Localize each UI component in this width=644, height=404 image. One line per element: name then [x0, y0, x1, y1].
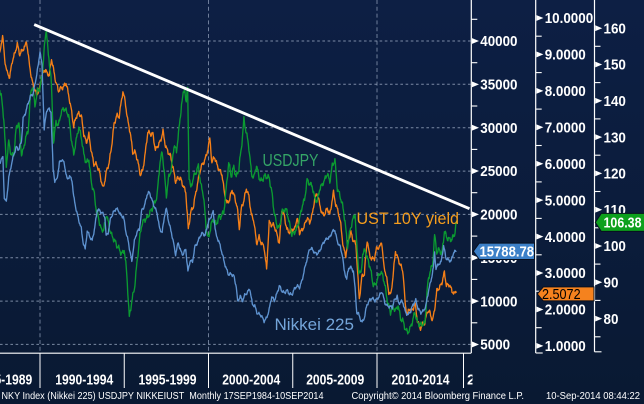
svg-text:2000-2004: 2000-2004: [222, 372, 281, 389]
svg-text:2.5072: 2.5072: [542, 287, 581, 303]
svg-text:130: 130: [604, 129, 626, 146]
svg-text:106.38: 106.38: [604, 216, 642, 232]
svg-text:UST 10Y yield: UST 10Y yield: [357, 210, 460, 228]
svg-text:2010-2014: 2010-2014: [392, 372, 451, 389]
svg-text:120: 120: [604, 166, 626, 183]
svg-text:5000: 5000: [480, 337, 510, 354]
svg-text:40000: 40000: [480, 33, 517, 50]
svg-text:1.0000: 1.0000: [545, 338, 586, 355]
svg-text:4.0000: 4.0000: [545, 229, 586, 246]
svg-text:15788.78: 15788.78: [480, 245, 535, 261]
svg-text:2: 2: [467, 372, 475, 389]
svg-text:Nikkei 225: Nikkei 225: [275, 315, 355, 334]
svg-text:30000: 30000: [480, 120, 517, 137]
svg-text:Copyright© 2014 Bloomberg Fina: Copyright© 2014 Bloomberg Finance L.P.: [352, 391, 525, 402]
svg-text:NKY Index (Nikkei 225) USDJPY: NKY Index (Nikkei 225) USDJPY NIKKEIUST …: [2, 391, 324, 402]
svg-text:100: 100: [604, 238, 626, 255]
svg-text:5.0000: 5.0000: [545, 192, 586, 209]
svg-text:6.0000: 6.0000: [545, 156, 586, 173]
svg-text:35000: 35000: [480, 77, 517, 94]
svg-text:7.0000: 7.0000: [545, 120, 586, 137]
svg-text:25000: 25000: [480, 163, 517, 180]
svg-text:8.0000: 8.0000: [545, 83, 586, 100]
svg-text:20000: 20000: [480, 207, 517, 224]
svg-text:3.0000: 3.0000: [545, 265, 586, 282]
svg-text:10-Sep-2014 08:44:22: 10-Sep-2014 08:44:22: [546, 391, 640, 402]
svg-text:1990-1994: 1990-1994: [55, 372, 114, 389]
svg-text:160: 160: [604, 20, 626, 37]
svg-text:2005-2009: 2005-2009: [306, 372, 364, 389]
svg-text:90: 90: [604, 275, 619, 292]
svg-text:150: 150: [604, 57, 626, 74]
svg-text:9.0000: 9.0000: [545, 47, 586, 64]
svg-text:USDJPY: USDJPY: [263, 150, 319, 170]
svg-text:2.0000: 2.0000: [545, 302, 586, 319]
svg-text:140: 140: [604, 93, 626, 110]
svg-text:10000: 10000: [480, 293, 517, 310]
svg-text:10.0000: 10.0000: [545, 10, 594, 27]
svg-text:80: 80: [604, 311, 619, 328]
svg-text:1995-1999: 1995-1999: [139, 372, 197, 389]
svg-text:1985-1989: 1985-1989: [0, 372, 32, 389]
